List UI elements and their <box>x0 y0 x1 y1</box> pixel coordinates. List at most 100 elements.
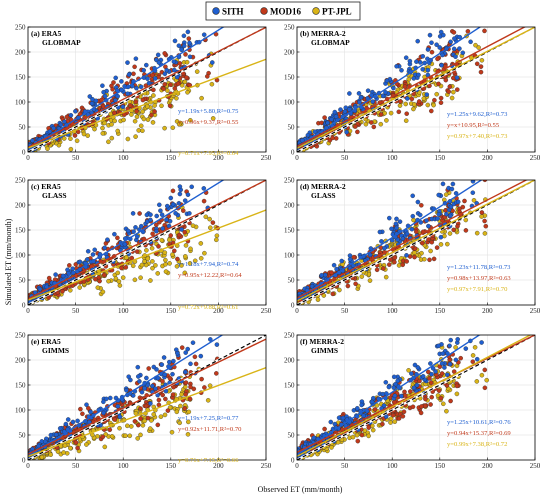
point-sith <box>455 199 461 205</box>
x-tick-label: 0 <box>295 154 299 162</box>
point-pt-jpl <box>125 136 131 142</box>
point-sith <box>177 184 183 189</box>
point-sith <box>62 119 67 124</box>
point-sith <box>108 395 113 401</box>
x-tick-label: 200 <box>482 462 493 470</box>
point-sith <box>179 47 184 52</box>
point-mod16 <box>418 410 424 416</box>
point-pt-jpl <box>140 128 145 133</box>
point-mod16 <box>451 227 456 233</box>
one-to-one-line <box>297 180 535 305</box>
point-sith <box>457 34 463 40</box>
point-sith <box>429 371 434 377</box>
point-mod16 <box>163 396 168 402</box>
point-sith <box>451 46 457 52</box>
point-sith <box>470 180 476 184</box>
point-mod16 <box>330 291 336 297</box>
x-tick-label: 100 <box>118 307 129 315</box>
point-mod16 <box>402 84 408 89</box>
point-sith <box>208 330 212 334</box>
point-sith <box>415 199 421 205</box>
point-pt-jpl <box>162 412 168 418</box>
equation-pt-jpl: y=0.99x+7.38,R²=0.72 <box>447 441 507 448</box>
point-mod16 <box>160 392 165 398</box>
point-mod16 <box>183 392 188 397</box>
point-mod16 <box>177 61 183 66</box>
point-pt-jpl <box>431 102 436 108</box>
point-sith <box>377 229 383 235</box>
point-mod16 <box>67 263 72 268</box>
panel-e: 0 50 100 150 200 250 0 50 100 150 200 250 (e) ERA5GI… <box>15 330 272 470</box>
point-pt-jpl <box>406 368 411 373</box>
point-sith <box>144 375 149 381</box>
point-mod16 <box>138 406 143 411</box>
equation-pt-jpl: y=0.71x+7.95,R²=0.64 <box>178 150 239 157</box>
point-sith <box>171 358 176 364</box>
point-pt-jpl <box>142 259 147 264</box>
y-tick-label: 0 <box>291 148 295 156</box>
regression-line-mod16 <box>297 180 528 299</box>
point-sith <box>338 107 343 112</box>
point-sith <box>397 219 403 224</box>
point-sith <box>365 88 371 93</box>
x-tick-label: 50 <box>72 154 80 162</box>
point-pt-jpl <box>130 263 136 269</box>
plot-frame <box>27 179 267 306</box>
point-pt-jpl <box>123 433 128 438</box>
equation-pt-jpl: y=0.72x+9.88,R²=0.61 <box>178 304 238 311</box>
y-tick-label: 50 <box>19 431 27 439</box>
panel-title-label: (f) MERRA-2 <box>300 337 344 346</box>
point-mod16 <box>355 438 361 444</box>
point-mod16 <box>423 396 428 402</box>
point-mod16 <box>97 278 102 284</box>
y-tick-label: 0 <box>22 456 26 464</box>
point-mod16 <box>408 389 413 394</box>
point-sith <box>135 364 141 370</box>
point-sith <box>440 52 445 58</box>
point-sith <box>474 356 480 362</box>
point-sith <box>201 32 207 37</box>
point-pt-jpl <box>370 427 376 433</box>
x-tick-label: 150 <box>435 462 446 470</box>
point-mod16 <box>369 120 374 125</box>
point-sith <box>182 198 188 203</box>
point-sith <box>328 419 334 425</box>
point-mod16 <box>434 245 440 250</box>
point-sith <box>332 109 338 115</box>
point-pt-jpl <box>482 231 488 236</box>
point-sith <box>65 417 71 422</box>
point-mod16 <box>428 402 433 407</box>
point-sith <box>30 138 35 143</box>
point-sith <box>148 217 153 223</box>
point-sith <box>168 195 174 201</box>
point-sith <box>411 385 417 391</box>
point-mod16 <box>429 239 435 245</box>
point-mod16 <box>392 259 397 265</box>
point-mod16 <box>446 89 451 94</box>
point-pt-jpl <box>443 192 449 197</box>
point-sith <box>455 337 460 342</box>
point-sith <box>165 203 170 209</box>
x-tick-label: 200 <box>482 154 493 162</box>
point-sith <box>417 212 423 218</box>
point-mod16 <box>112 417 118 422</box>
point-sith <box>122 241 128 247</box>
point-pt-jpl <box>435 393 441 398</box>
point-sith <box>157 202 162 208</box>
point-mod16 <box>64 114 70 120</box>
point-mod16 <box>426 369 431 375</box>
point-sith <box>154 228 159 234</box>
point-pt-jpl <box>125 423 130 429</box>
x-tick-label: 250 <box>530 462 541 470</box>
regression-line-sith <box>297 180 483 300</box>
point-mod16 <box>175 81 181 87</box>
point-sith <box>435 216 440 221</box>
point-pt-jpl <box>140 109 145 114</box>
x-tick-label: 150 <box>435 154 446 162</box>
x-tick-label: 250 <box>261 462 272 470</box>
point-sith <box>444 326 448 330</box>
point-mod16 <box>156 244 161 249</box>
y-tick-label: 150 <box>15 226 26 234</box>
point-sith <box>393 221 399 227</box>
point-sith <box>436 211 442 217</box>
